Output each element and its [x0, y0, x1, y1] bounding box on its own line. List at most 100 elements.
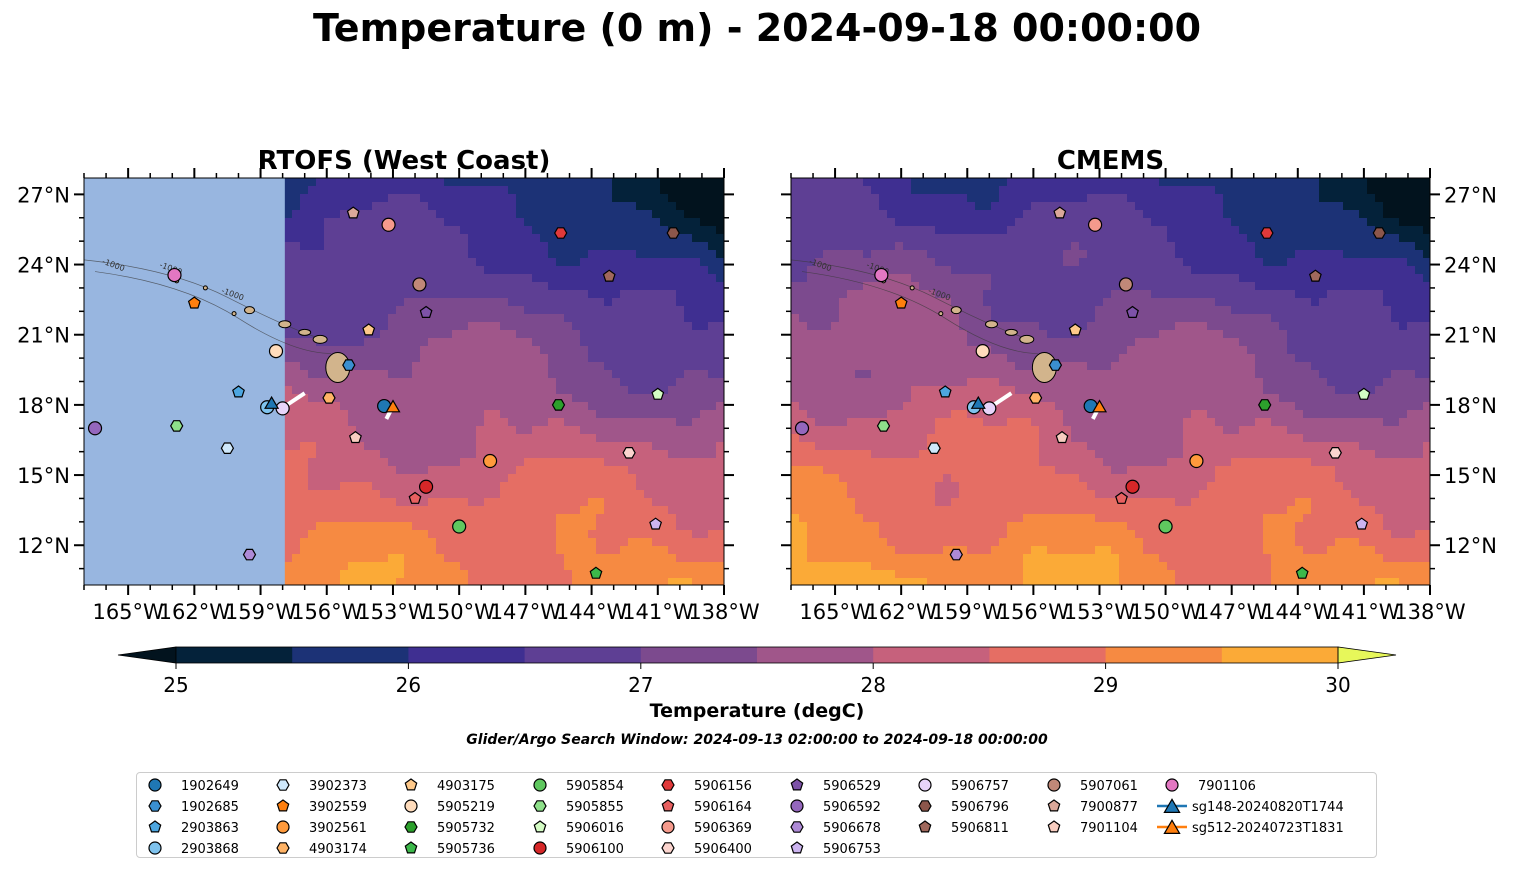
colorbar-segment [873, 647, 990, 663]
legend-entry-1902685: 1902685 [148, 800, 239, 815]
legend-marker [404, 841, 418, 854]
x-axis: 165°W162°W159°W156°W153°W150°W147°W144°W… [790, 168, 1466, 624]
legend-entry-7901106: 7901106 [1165, 778, 1256, 794]
marker-3902561 [482, 453, 498, 469]
legend-entry-5906757: 5906757 [918, 778, 1009, 794]
marker-7901104 [348, 430, 362, 444]
legend-label: 3902561 [309, 821, 367, 836]
y-tick-label: 24°N [1444, 254, 1497, 278]
x-tick-label: 162°W [865, 600, 937, 624]
legend-marker [1163, 798, 1181, 814]
x-tick-label: 153°W [357, 600, 429, 624]
legend-marker [276, 820, 290, 834]
legend-marker [790, 778, 804, 791]
panel-title: CMEMS [1057, 146, 1164, 176]
marker-7900877 [1053, 206, 1067, 219]
observation-markers [794, 206, 1386, 579]
legend-marker [918, 800, 932, 812]
legend-label: 2903868 [181, 842, 239, 857]
marker-5905732 [551, 399, 566, 411]
x-tick-label: 165°W [799, 600, 871, 624]
legend-label: 5906100 [566, 842, 624, 857]
colorbar-tick-label: 30 [1325, 673, 1350, 697]
temperature-field [84, 178, 724, 585]
marker-5905736 [1295, 566, 1309, 579]
legend-label: 5906811 [951, 821, 1009, 836]
glider-track-sg148 [285, 391, 306, 407]
legend-label: 5905855 [566, 800, 624, 815]
marker-5906164 [408, 491, 422, 504]
legend-marker [148, 841, 162, 855]
island [202, 285, 208, 291]
x-tick-label: 156°W [998, 600, 1070, 624]
legend-label: 7900877 [1080, 800, 1138, 815]
colorbar-segment [176, 647, 293, 663]
x-tick-label: 159°W [225, 600, 297, 624]
marker-4903175 [362, 323, 376, 336]
y-tick-label: 21°N [1444, 324, 1497, 348]
marker-1902685 [342, 359, 356, 371]
island [312, 334, 328, 344]
legend-entry-7900877: 7900877 [1047, 799, 1138, 815]
legend-marker [276, 779, 290, 791]
colorbar-segment [524, 647, 642, 663]
x-tick-label: 165°W [92, 600, 164, 624]
legend-entry-5905854: 5905854 [533, 778, 624, 794]
y-axis: 27°N 24°N 21°N 18°N 15°N 12°N [17, 183, 734, 570]
colorbar-segment [757, 647, 874, 663]
y-tick-label: 12°N [1444, 534, 1497, 558]
legend-entry-4903174: 4903174 [276, 842, 367, 857]
legend-label: 2903863 [181, 821, 239, 836]
y-axis: 27°N 24°N 21°N 18°N 15°N 12°N [781, 183, 1497, 570]
legend-label: 5905732 [437, 821, 495, 836]
legend-label: 5906757 [951, 779, 1009, 794]
legend-label: 5905736 [437, 842, 495, 857]
island [938, 311, 944, 317]
island [298, 328, 312, 336]
island [231, 311, 237, 317]
legend-entry-5906529: 5906529 [790, 778, 881, 794]
y-tick-label: 21°N [17, 324, 70, 348]
marker-5905219 [975, 343, 990, 359]
glider-track-sg148 [992, 391, 1013, 407]
marker-4903174 [1028, 392, 1043, 404]
colorbar: 25 26 27 28 29 30 [117, 646, 1397, 697]
colorbar-tick-label: 29 [1093, 673, 1118, 697]
colorbar-label: Temperature (degC) [649, 700, 865, 722]
legend: 1902649 1902685 2903863 2903868 3902373 39025… [136, 772, 1377, 858]
marker-5907061 [1118, 277, 1134, 292]
legend-entry-5905219: 5905219 [404, 799, 495, 815]
marker-5905855 [876, 420, 891, 432]
y-tick-label: 27°N [17, 183, 70, 207]
marker-4903174 [322, 392, 336, 404]
marker-5906016 [1357, 387, 1371, 400]
colorbar-tick-label: 26 [396, 673, 421, 697]
temperature-field [791, 178, 1430, 585]
legend-label: 5906753 [823, 842, 881, 857]
legend-marker [404, 799, 418, 813]
island [244, 306, 256, 315]
y-tick-label: 24°N [17, 254, 70, 278]
marker-5905732 [1258, 399, 1272, 411]
marker-3902559 [894, 296, 908, 309]
legend-label: sg148-20240820T1744 [1192, 800, 1344, 815]
legend-entry-sg512-20240723T1831: sg512-20240723T1831 [1157, 819, 1344, 836]
legend-entries: 1902649 1902685 2903863 2903868 3902373 39025… [148, 778, 1344, 857]
legend-label: 3902559 [309, 800, 367, 815]
legend-entry-5906164: 5906164 [661, 799, 752, 815]
legend-marker [1047, 778, 1061, 792]
legend-entry-5906369: 5906369 [661, 820, 752, 836]
x-tick-label: 159°W [932, 600, 1004, 624]
legend-marker [661, 799, 675, 812]
legend-entry-sg148-20240820T1744: sg148-20240820T1744 [1157, 798, 1344, 815]
legend-entry-5906156: 5906156 [661, 779, 752, 794]
map-panel-cmems: -1000 -1000-1000CMEMS165°W162°W159°W156°W… [781, 146, 1497, 624]
legend-entry-3902373: 3902373 [276, 779, 367, 794]
colorbar-extend-low [117, 646, 177, 664]
marker-5907061 [412, 277, 427, 292]
colorbar-segment [292, 647, 409, 663]
marker-5905219 [268, 343, 284, 359]
colorbar-segment [408, 647, 526, 663]
marker-5906400 [622, 447, 636, 459]
island [1004, 328, 1018, 336]
